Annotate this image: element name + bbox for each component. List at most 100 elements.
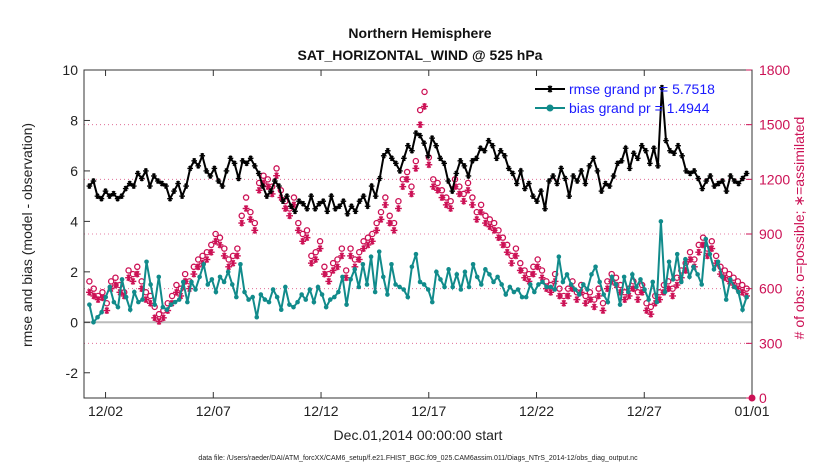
rmse-point — [155, 178, 161, 184]
bias-point — [274, 294, 280, 300]
rmse-point — [425, 152, 431, 159]
bias-point — [474, 274, 480, 280]
assimilated-point — [334, 263, 341, 271]
bias-point — [707, 251, 713, 257]
rmse-point — [98, 195, 105, 202]
bias-point — [156, 274, 162, 280]
bias-point — [654, 299, 660, 305]
assimilated-point — [669, 292, 677, 300]
assimilated-point — [534, 263, 542, 271]
y-right-tick-label: 600 — [759, 281, 783, 297]
rmse-point — [272, 178, 278, 184]
legend-marker — [546, 104, 554, 112]
possible-point — [377, 208, 385, 216]
assimilated-point — [508, 259, 515, 267]
bias-point — [409, 264, 415, 270]
bias-point — [450, 284, 455, 290]
possible-point — [264, 176, 272, 183]
possible-point — [334, 256, 341, 263]
rmse-point — [384, 147, 391, 154]
rmse-point — [130, 183, 137, 189]
bias-point — [699, 282, 705, 287]
possible-point — [86, 278, 93, 285]
rmse-point — [453, 170, 460, 177]
rmse-point — [465, 173, 472, 179]
bias-point — [674, 251, 680, 257]
bias-point — [160, 304, 166, 310]
possible-point — [490, 219, 498, 227]
bias-point — [229, 282, 235, 287]
rmse-point — [534, 198, 540, 204]
bias-point — [295, 299, 300, 305]
possible-point — [517, 259, 524, 267]
bias-point — [487, 272, 492, 277]
rmse-point — [296, 198, 302, 204]
rmse-point — [312, 205, 318, 212]
possible-point — [212, 230, 219, 238]
rmse-point — [139, 175, 145, 182]
x-tick-label: 12/12 — [304, 403, 339, 419]
bias-point — [552, 287, 558, 292]
y-right-tick-label: 0 — [759, 390, 767, 406]
assimilated-point — [634, 296, 642, 303]
assimilated-point — [242, 205, 250, 212]
bias-point — [99, 309, 104, 315]
possible-point — [686, 248, 694, 256]
rmse-point — [489, 142, 496, 149]
assimilated-point — [503, 248, 511, 256]
rmse-point — [719, 178, 726, 184]
assimilated-point — [434, 186, 441, 194]
y-right-tick-label: 1500 — [759, 117, 790, 133]
rmse-point — [501, 152, 508, 159]
rmse-point — [562, 175, 568, 182]
assimilated-point — [595, 292, 603, 300]
bias-point — [193, 287, 198, 292]
bias-point — [246, 297, 251, 302]
possible-point — [395, 197, 402, 205]
bias-point — [605, 299, 611, 305]
bias-point — [205, 282, 211, 287]
assimilated-point — [582, 299, 589, 307]
bias-point — [638, 277, 643, 282]
rmse-point — [538, 188, 544, 194]
rmse-point — [437, 155, 443, 162]
y-tick-label: 10 — [62, 62, 78, 78]
rmse-point — [707, 173, 714, 179]
possible-point — [234, 245, 241, 252]
possible-point — [551, 270, 559, 278]
rmse-point — [102, 188, 109, 194]
assimilated-point — [151, 314, 159, 322]
rmse-point — [223, 168, 230, 174]
bias-point — [462, 269, 468, 275]
assimilated-point — [564, 292, 572, 300]
bias-point — [270, 287, 276, 292]
assimilated-point — [412, 165, 420, 172]
bias-point — [87, 302, 92, 307]
rmse-point — [614, 160, 621, 167]
bias-point — [527, 282, 533, 287]
possible-point — [299, 230, 306, 238]
rmse-point — [94, 193, 101, 199]
bias-point — [515, 287, 521, 292]
possible-point — [181, 270, 189, 278]
possible-point — [125, 267, 132, 274]
zero-obs-marker — [748, 394, 756, 402]
bias-point — [434, 269, 439, 275]
bias-point — [454, 272, 460, 277]
rmse-point — [380, 152, 387, 159]
x-tick-label: 12/22 — [519, 403, 554, 419]
rmse-point — [634, 155, 641, 162]
possible-point — [360, 238, 367, 245]
assimilated-point — [225, 263, 233, 271]
bias-point — [148, 282, 153, 287]
rmse-point — [590, 155, 597, 162]
assimilated-point — [299, 237, 307, 245]
assimilated-point — [521, 274, 529, 282]
x-tick-label: 12/02 — [88, 403, 123, 419]
assimilated-point — [220, 252, 228, 260]
bias-point — [544, 284, 549, 290]
legend-label: bias grand pr = 1.4944 — [569, 100, 710, 116]
possible-point — [369, 230, 376, 238]
bias-point — [287, 302, 292, 307]
rmse-point — [231, 160, 238, 167]
